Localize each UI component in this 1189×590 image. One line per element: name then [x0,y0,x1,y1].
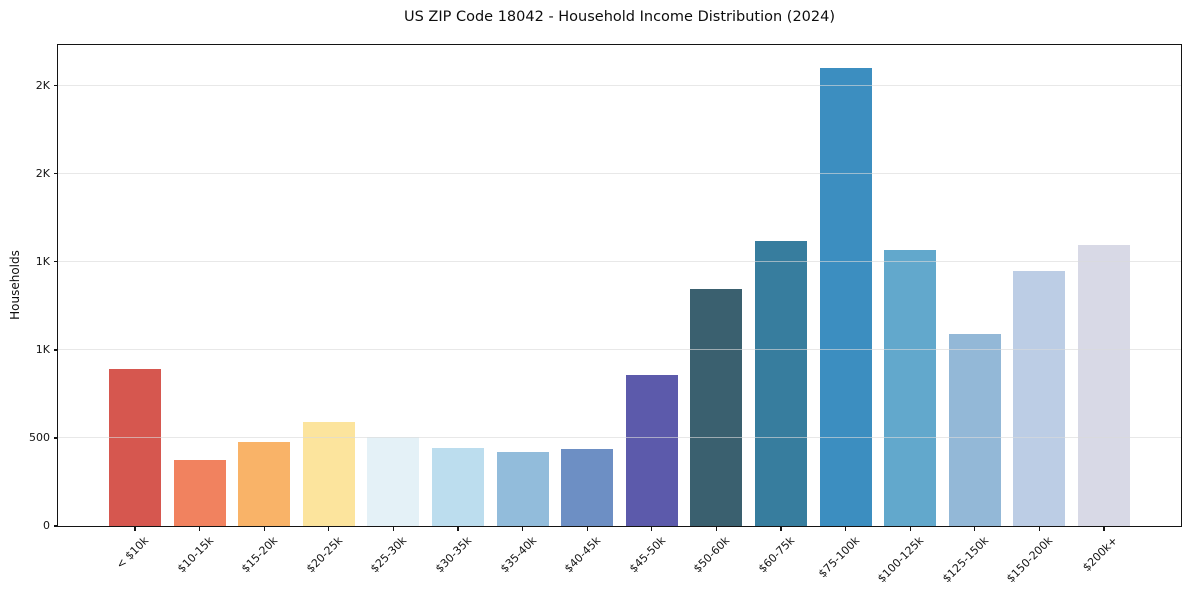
x-tick-mark [974,527,976,531]
y-tick-mark [53,349,58,351]
x-tick-label: < $10k [113,534,152,572]
bar [109,369,161,526]
y-tick-label: 2K [35,78,50,92]
bar [948,333,1001,526]
x-tick-mark [845,527,847,531]
bar [690,289,743,526]
y-tick-label: 1K [35,254,50,268]
x-tick-mark [586,527,588,531]
gridline [58,173,1181,175]
x-tick-mark [909,527,911,531]
gridline [58,437,1181,439]
bar [1078,244,1130,526]
bar [238,442,291,526]
bar [625,375,678,526]
gridline [58,349,1181,351]
y-tick-mark [53,525,58,527]
x-tick-mark [715,527,718,531]
x-tick-mark [134,527,136,531]
x-tick-mark [651,527,653,531]
gridline [58,261,1181,263]
x-tick-mark [522,527,524,531]
bar [496,452,549,526]
bar [367,437,420,526]
x-tick-mark [328,527,330,531]
bar [755,240,807,526]
bar [819,67,872,526]
gridline [58,85,1181,87]
y-tick-mark [53,173,58,175]
y-tick-mark [53,437,58,439]
x-tick-mark [457,527,459,531]
bar [173,459,226,526]
x-tick-mark [1103,527,1105,531]
y-tick-mark [53,261,58,263]
x-tick-mark [263,527,265,531]
bar [884,250,937,526]
x-tick-mark [392,527,395,531]
x-tick-mark [780,527,782,531]
y-tick-mark [53,84,58,87]
bar [561,449,614,526]
y-axis-label: Households [8,250,22,320]
chart-title: US ZIP Code 18042 - Household Income Dis… [403,9,836,25]
y-tick-label: 500 [29,430,50,444]
y-tick-label: 2K [35,166,50,180]
y-tick-label: 1K [35,342,50,356]
y-tick-label: 0 [43,519,50,532]
x-tick-mark [1038,527,1041,531]
x-tick-mark [199,527,201,531]
bar [1013,271,1066,526]
bar [432,447,484,526]
bar [302,422,355,526]
